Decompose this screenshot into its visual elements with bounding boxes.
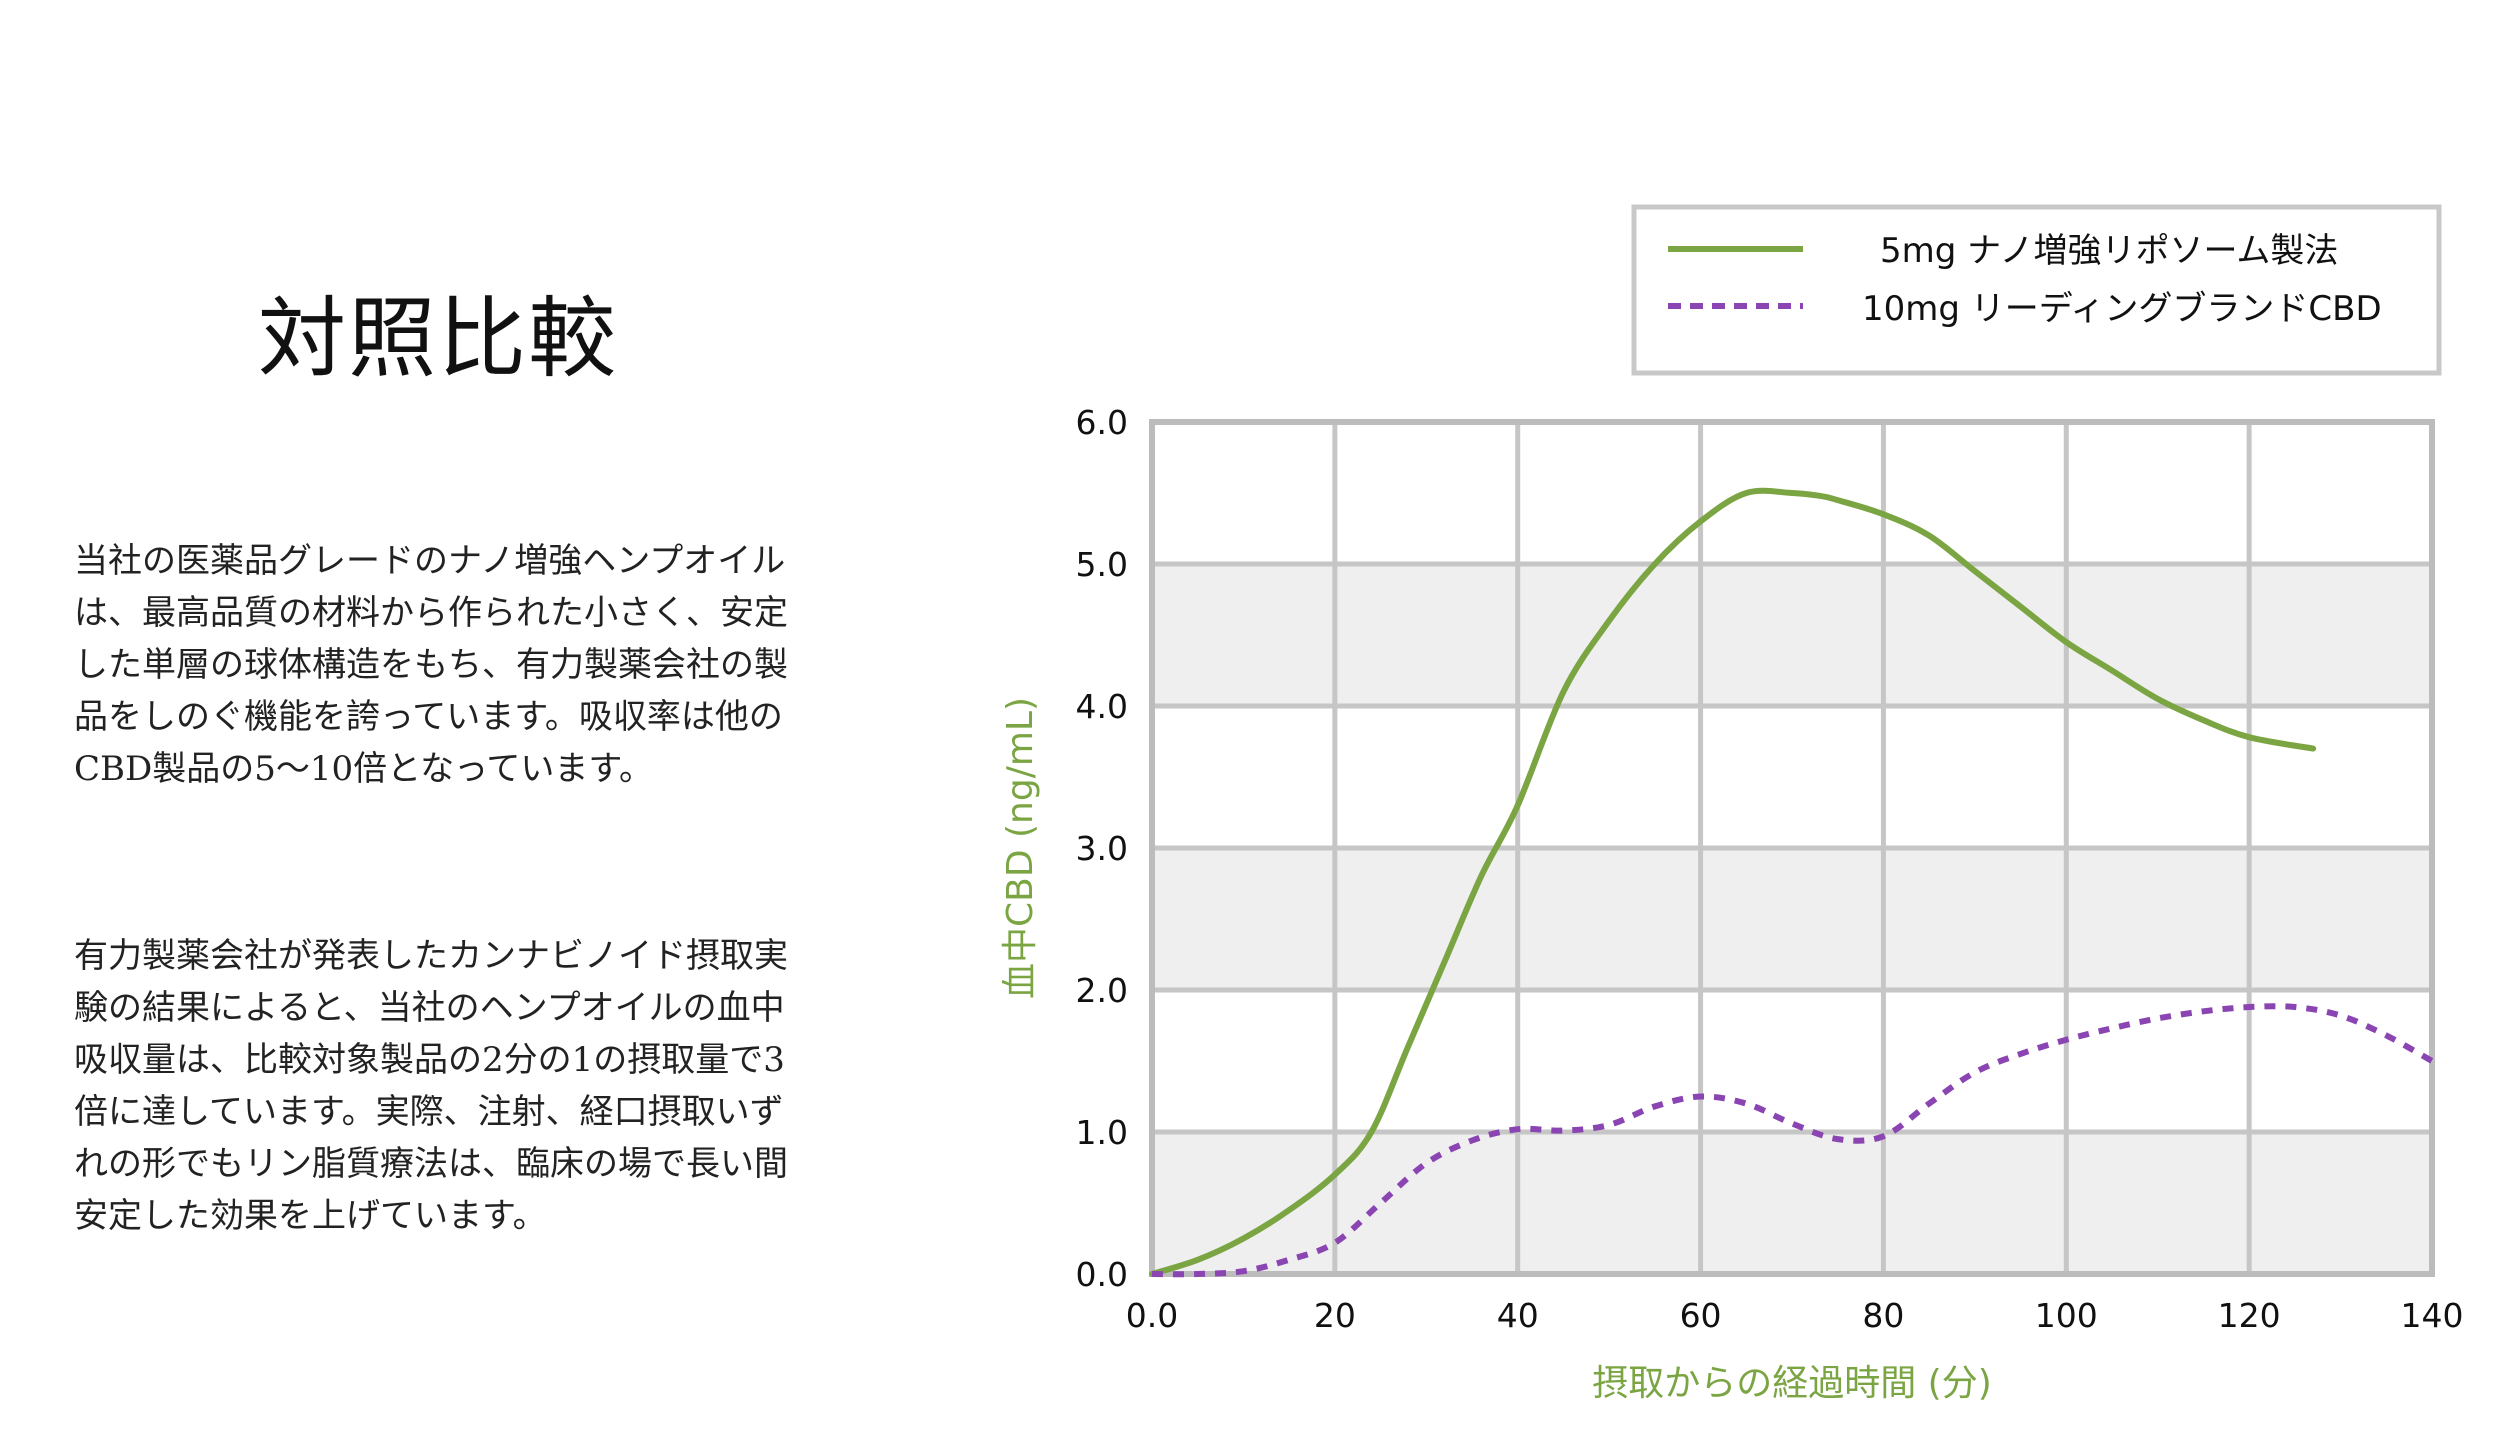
legend: 5mg ナノ増強リポソーム製法 10mg リーディングブランドCBD [1631,204,2442,376]
description-panel: 対照比較 当社の医薬品グレードのナノ増強ヘンプオイル は、最高品質の材料から作ら… [0,0,900,1451]
plot-band [1152,848,2432,990]
paragraph-line: 安定した効果を上げています。 [74,1196,547,1236]
legend-entry-nano: 5mg ナノ増強リポソーム製法 [1880,231,2338,271]
y-axis-label: 血中CBD (ng/mL) [1000,697,1041,999]
study-paragraph: 有力製薬会社が発表したカンナビノイド摂取実 験の結果によると、当社のヘンプオイル… [74,930,864,1242]
plot-band [1152,564,2432,706]
x-tick-label: 60 [1680,1296,1722,1335]
y-tick-label: 2.0 [1076,971,1128,1010]
x-tick-label: 80 [1862,1296,1904,1335]
y-tick-label: 6.0 [1076,403,1128,442]
plot-bands [1152,564,2432,1274]
paragraph-line: 吸収量は、比較対象製品の2分の1の摂取量で3 [74,1040,785,1080]
paragraph-line: れの形でもリン脂質療法は、臨床の場で長い間 [74,1144,788,1184]
x-tick-label: 20 [1314,1296,1356,1335]
x-tick-label: 120 [2218,1296,2281,1335]
paragraph-line: CBD製品の5～10倍となっています。 [74,749,654,789]
y-tick-label: 3.0 [1076,829,1128,868]
intro-paragraph: 当社の医薬品グレードのナノ増強ヘンプオイル は、最高品質の材料から作られた小さく… [74,535,864,795]
x-tick-label: 0.0 [1126,1296,1178,1335]
paragraph-line: 験の結果によると、当社のヘンプオイルの血中 [74,988,785,1028]
paragraph-line: した単層の球体構造をもち、有力製薬会社の製 [74,645,788,685]
x-tick-label: 100 [2035,1296,2098,1335]
y-tick-label: 5.0 [1076,545,1128,584]
x-tick-label: 140 [2401,1296,2464,1335]
series-lines [1149,487,2434,1278]
plot-band [1152,1132,2432,1274]
x-tick-labels: 0.0 20 40 60 80 100 120 140 [1126,1296,2464,1335]
paragraph-line: 倍に達しています。実際、注射、経口摂取いず [74,1092,784,1132]
x-axis-label: 摂取からの経過時間 (分) [1592,1363,1992,1404]
paragraph-line: 有力製薬会社が発表したカンナビノイド摂取実 [74,936,788,976]
legend-entry-leading-brand: 10mg リーディングブランドCBD [1862,289,2382,329]
page-title: 対照比較 [258,287,619,390]
paragraph-line: 品をしのぐ機能を誇っています。吸収率は他の [74,697,783,737]
y-tick-label: 1.0 [1076,1113,1128,1152]
plot-frame [1149,419,2435,1277]
paragraph-line: 当社の医薬品グレードのナノ増強ヘンプオイル [74,541,786,581]
series-line-nano [1149,487,2317,1277]
paragraph-line: は、最高品質の材料から作られた小さく、安定 [74,593,788,633]
grid-lines [1149,419,2435,1277]
x-tick-label: 40 [1497,1296,1539,1335]
y-tick-labels: 0.0 1.0 2.0 3.0 4.0 5.0 6.0 [1076,403,1128,1294]
y-tick-label: 0.0 [1076,1255,1128,1294]
y-tick-label: 4.0 [1076,687,1128,726]
legend-box [1631,204,2442,376]
